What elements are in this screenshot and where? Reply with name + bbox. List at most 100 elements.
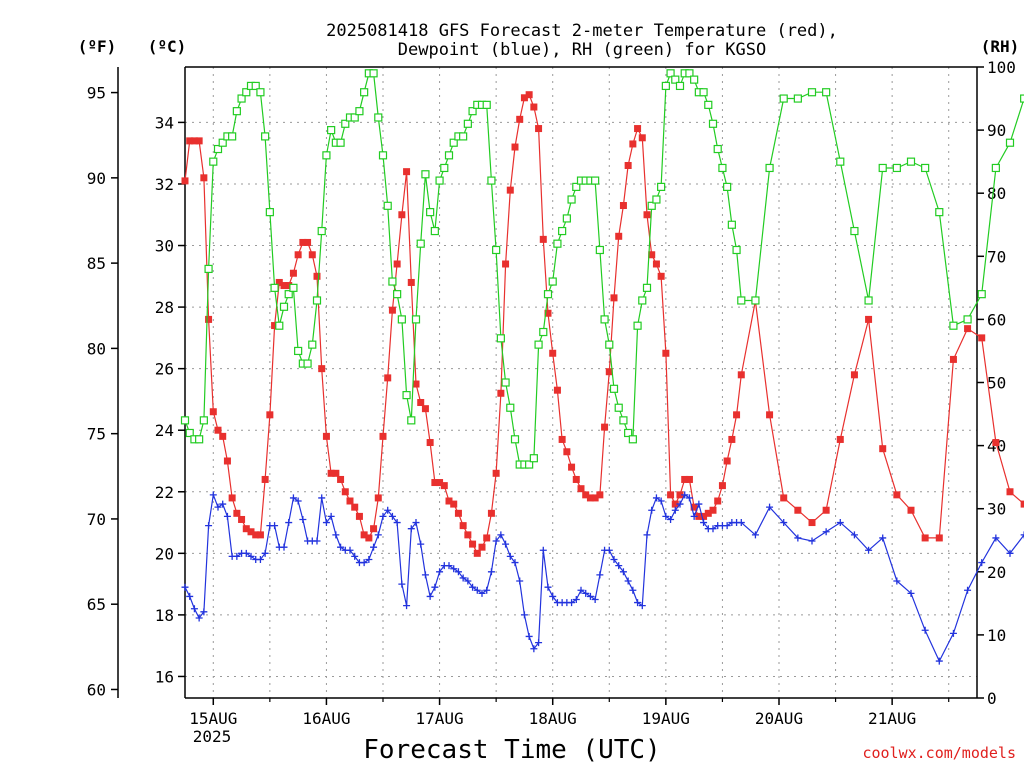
rh-point xyxy=(265,208,274,217)
temperature-point xyxy=(360,531,368,539)
chart-title-line1: 2025081418 GFS Forecast 2-meter Temperat… xyxy=(326,21,838,41)
temperature-point xyxy=(657,272,665,280)
dewpoint-point xyxy=(200,608,208,616)
temperature-point xyxy=(544,309,552,317)
temperature-point xyxy=(186,137,194,145)
temperature-point xyxy=(907,506,915,514)
temperature-point xyxy=(483,534,491,542)
dewpoint-point xyxy=(544,583,552,591)
rh-point xyxy=(553,239,562,248)
rh-point xyxy=(850,226,859,236)
dewpoint-point xyxy=(591,596,599,604)
rh-point xyxy=(411,315,421,324)
fahrenheit-tick-label: 80 xyxy=(87,339,106,358)
dewpoint-point xyxy=(445,562,453,570)
series-1 xyxy=(181,491,1024,665)
temperature-point xyxy=(700,512,708,520)
rh-point xyxy=(572,182,581,191)
temperature-point xyxy=(214,426,222,434)
dewpoint-point xyxy=(572,596,580,604)
rh-point xyxy=(463,119,472,128)
rh-point xyxy=(638,296,647,305)
dewpoint-point xyxy=(431,583,439,591)
dewpoint-point xyxy=(525,632,533,640)
rh-point xyxy=(388,277,397,286)
temperature-point xyxy=(190,137,198,145)
dewpoint-point xyxy=(473,586,481,594)
temperature-point xyxy=(492,469,500,477)
dewpoint-point xyxy=(256,555,264,563)
temperature-point xyxy=(355,512,363,520)
celsius-tick-label: 34 xyxy=(155,113,174,132)
rh-point xyxy=(793,94,802,103)
rh-point xyxy=(614,403,623,412)
rh-point xyxy=(440,163,449,173)
rh-point xyxy=(232,107,241,116)
temperature-point xyxy=(794,506,802,514)
celsius-axis-unit: (ºC) xyxy=(148,37,187,56)
temperature-point xyxy=(403,168,411,176)
temperature-point xyxy=(921,534,929,542)
rh-point xyxy=(1005,138,1015,147)
rh-point xyxy=(609,384,619,393)
dewpoint-point xyxy=(289,494,297,502)
dewpoint-point xyxy=(421,571,429,579)
dewpoint-point xyxy=(388,512,396,520)
temperature-point xyxy=(582,491,590,499)
temperature-point xyxy=(525,91,533,99)
celsius-tick-label: 32 xyxy=(155,175,174,194)
temperature-point xyxy=(459,522,467,530)
rh-point xyxy=(949,321,958,330)
temperature-point xyxy=(638,134,646,142)
temperature-point xyxy=(822,506,830,514)
credit-text: coolwx.com/models xyxy=(862,744,1016,762)
grid-lines xyxy=(185,67,977,698)
rh-point xyxy=(360,88,369,97)
dewpoint-point xyxy=(426,592,434,600)
fahrenheit-tick-label: 90 xyxy=(87,169,106,188)
series-line xyxy=(184,72,1024,466)
temperature-point xyxy=(935,534,943,542)
temperature-point xyxy=(535,125,543,133)
temperature-point xyxy=(506,186,514,194)
rh-point xyxy=(751,296,760,305)
rh-point xyxy=(539,327,548,337)
dewpoint-point xyxy=(516,577,524,585)
temperature-point xyxy=(379,432,387,440)
dewpoint-point xyxy=(190,605,198,613)
temperature-point xyxy=(850,371,858,379)
dewpoint-point xyxy=(492,537,500,545)
series-line xyxy=(184,492,1024,663)
rh-point xyxy=(317,226,326,236)
temperature-point xyxy=(624,161,632,169)
temperature-point xyxy=(558,435,566,443)
celsius-tick-label: 30 xyxy=(155,237,174,256)
dewpoint-point xyxy=(751,531,759,539)
temperature-point xyxy=(393,260,401,268)
temperature-point xyxy=(412,380,420,388)
rh-tick-label: 80 xyxy=(987,184,1006,203)
rh-tick-label: 30 xyxy=(987,500,1006,519)
temperature-point xyxy=(247,528,255,536)
rh-point xyxy=(864,296,873,305)
rh-point xyxy=(685,69,694,78)
dewpoint-point xyxy=(233,552,241,560)
temperature-point xyxy=(530,103,538,111)
dewpoint-point xyxy=(327,512,335,520)
rh-tick-label: 100 xyxy=(987,58,1016,77)
rh-point xyxy=(534,340,543,349)
dewpoint-point xyxy=(615,562,623,570)
dewpoint-point xyxy=(417,540,425,548)
temperature-point xyxy=(516,115,524,123)
temperature-point xyxy=(681,475,689,483)
temperature-point xyxy=(836,435,844,443)
rh-point xyxy=(510,435,520,444)
rh-tick-label: 20 xyxy=(987,563,1006,582)
temperature-point xyxy=(549,349,557,357)
rh-point xyxy=(963,315,972,324)
dewpoint-point xyxy=(502,540,510,548)
temperature-point xyxy=(671,500,679,508)
temperature-point xyxy=(662,349,670,357)
x-day-tick-label: 19AUG xyxy=(642,709,690,728)
